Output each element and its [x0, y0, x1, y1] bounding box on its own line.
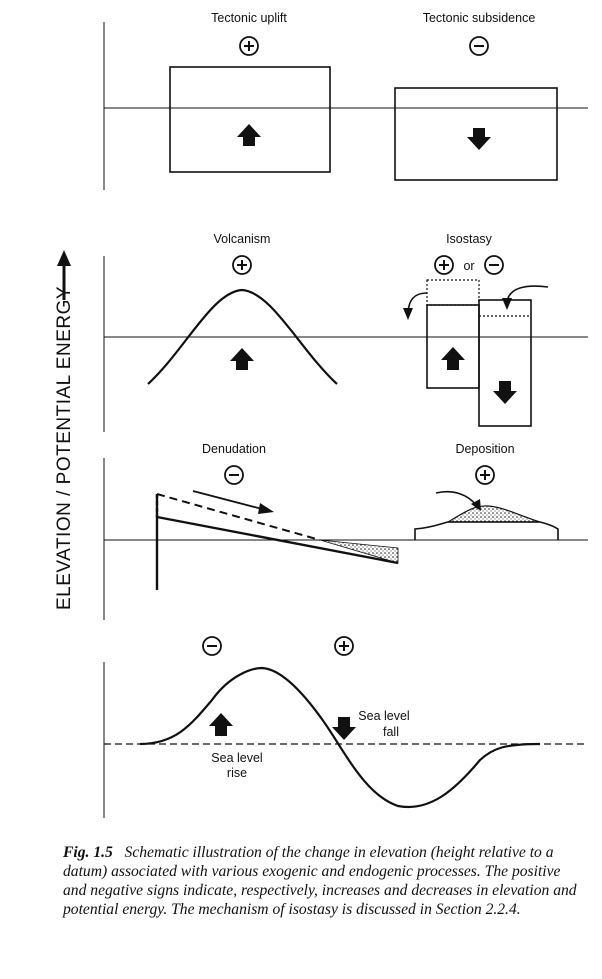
- deposition-label: Deposition: [455, 442, 514, 456]
- tectonic-subsidence-label: Tectonic subsidence: [423, 11, 536, 25]
- panel-sea-level: Sea level fall Sea level rise: [103, 636, 588, 818]
- sediment-input-arrow-icon: [435, 490, 481, 511]
- caption-text: Schematic illustration of the change in …: [63, 844, 577, 918]
- sea-level-rise-label-2: rise: [227, 766, 247, 780]
- uplift-arrow-icon: [237, 124, 261, 146]
- volcanism-sign: [232, 255, 252, 275]
- sea-level-plus-sign: [334, 636, 354, 656]
- isostasy-down-arrow-icon: [493, 381, 517, 404]
- isostasy-or-label: or: [463, 259, 474, 273]
- sea-level-oscillation-curve: [139, 666, 541, 809]
- panel-tectonic: Tectonic uplift Tectonic subsidence: [103, 11, 588, 190]
- subsidence-arrow-icon: [467, 128, 491, 150]
- denudation-label: Denudation: [202, 442, 266, 456]
- isostasy-original-outline: [426, 279, 480, 306]
- deposition-sign: [475, 465, 495, 485]
- isostasy-label: Isostasy: [446, 232, 493, 246]
- surface-lowering-arrow-icon: [192, 490, 274, 514]
- panel-volcanism-isostasy: Volcanism Isostasy or: [103, 232, 588, 432]
- isostasy-up-arrow-icon: [441, 347, 465, 370]
- tectonic-uplift-sign: [239, 36, 259, 56]
- original-surface-dashed: [156, 493, 321, 541]
- sea-level-rise-label-1: Sea level: [211, 751, 262, 765]
- denuded-surface: [156, 515, 399, 565]
- isostasy-plus-sign: [434, 255, 454, 275]
- figure-number: Fig. 1.5: [63, 844, 113, 861]
- tectonic-uplift-block: [169, 66, 331, 173]
- volcanism-up-arrow-icon: [230, 348, 254, 370]
- sea-level-minus-sign: [202, 636, 222, 656]
- figure-caption: Fig. 1.5 Schematic illustration of the c…: [63, 843, 583, 919]
- panel-denudation-deposition: Denudation Deposition: [103, 442, 588, 620]
- depositional-basin-outline: [414, 521, 559, 540]
- y-axis-label: ELEVATION / POTENTIAL ENERGY: [54, 286, 75, 610]
- tectonic-uplift-label: Tectonic uplift: [211, 11, 287, 25]
- sea-level-fall-arrow-icon: [332, 717, 356, 740]
- deposit-mound-stipple: [445, 505, 541, 523]
- erosion-curved-arrow-icon: [403, 292, 428, 320]
- tectonic-subsidence-sign: [469, 36, 489, 56]
- tectonic-subsidence-block: [394, 87, 558, 181]
- volcano-profile: [147, 288, 338, 385]
- sea-level-fall-label-2: fall: [383, 725, 399, 739]
- sea-level-rise-arrow-icon: [209, 713, 233, 736]
- eroded-wedge-stipple: [319, 539, 399, 564]
- volcanism-label: Volcanism: [214, 232, 271, 246]
- denudation-sign: [224, 465, 244, 485]
- isostasy-rising-block: [426, 304, 480, 389]
- sea-level-fall-label-1: Sea level: [358, 709, 409, 723]
- isostasy-sinking-block: [478, 299, 532, 427]
- deposition-curved-arrow-icon: [502, 285, 549, 310]
- y-axis-up-arrow: [57, 250, 71, 300]
- isostasy-minus-sign: [484, 255, 504, 275]
